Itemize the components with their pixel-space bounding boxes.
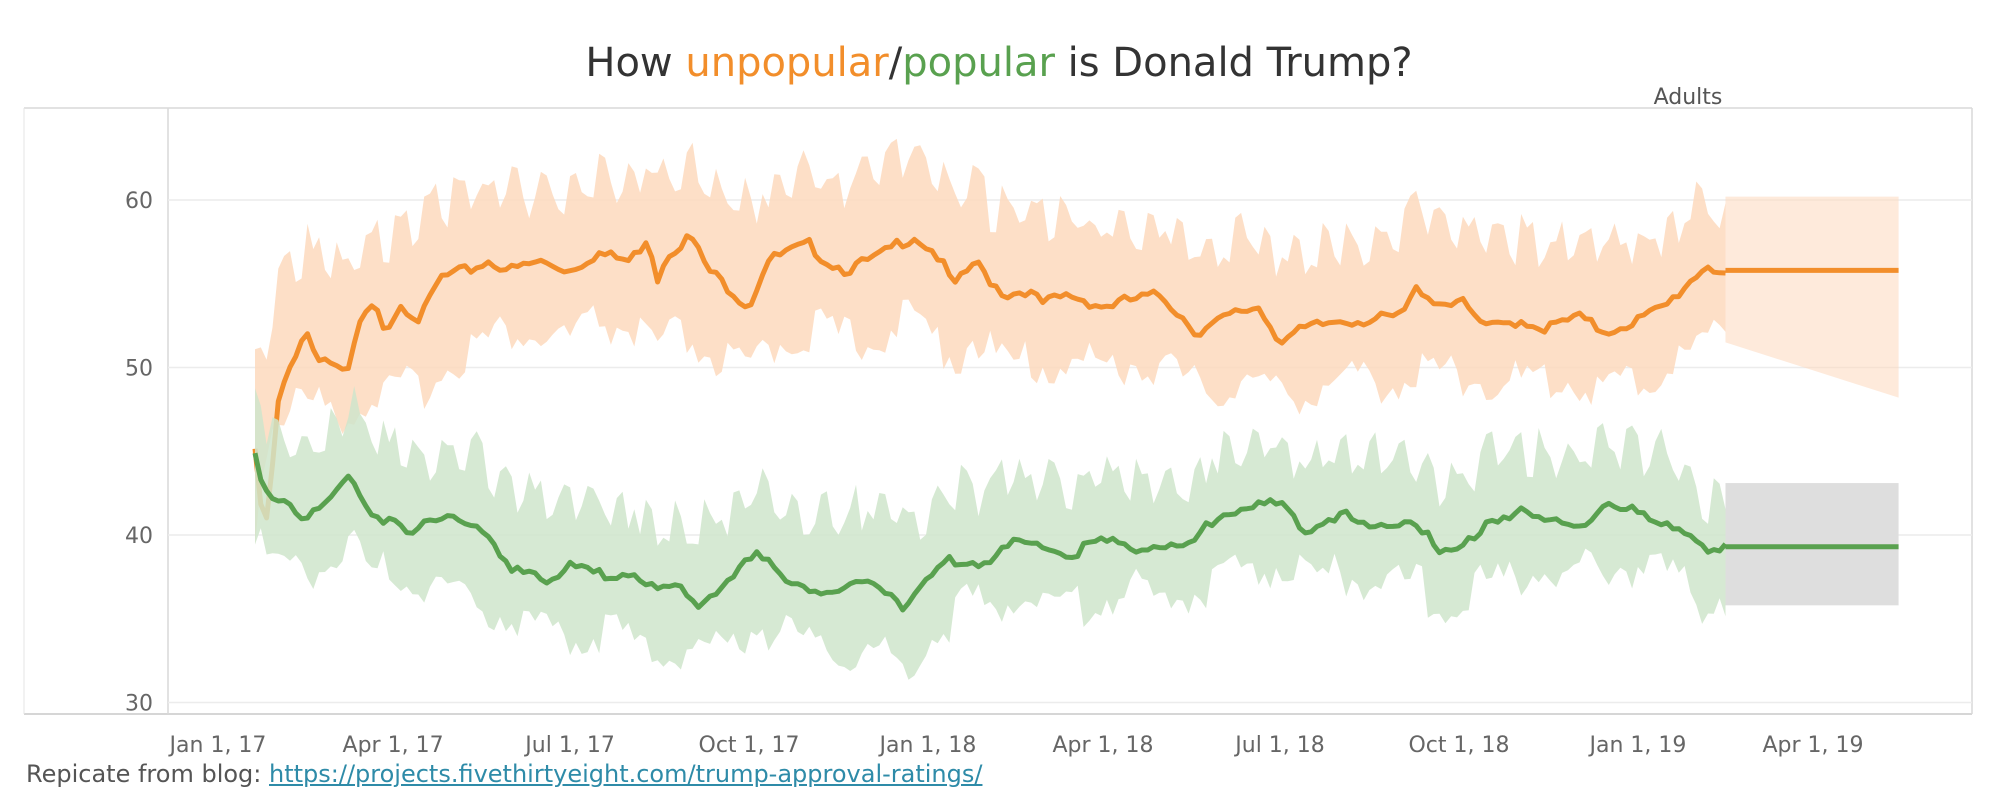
forecast-band-popular	[1725, 483, 1898, 605]
x-tick-label: Jul 1, 18	[1233, 733, 1325, 758]
y-tick-label: 60	[125, 189, 153, 214]
source-link[interactable]: https://projects.fivethirtyeight.com/tru…	[269, 760, 982, 788]
x-tick-label: Jan 1, 17	[168, 733, 267, 758]
footer-text: Repicate from blog:	[26, 760, 269, 788]
x-tick-label: Jul 1, 17	[523, 733, 615, 758]
y-tick-label: 40	[125, 524, 153, 549]
x-tick-label: Oct 1, 18	[1408, 733, 1509, 758]
band-popular	[255, 386, 1726, 680]
y-tick-label: 50	[125, 357, 153, 382]
x-tick-label: Apr 1, 17	[343, 733, 444, 758]
y-tick-label: 30	[125, 692, 153, 717]
x-tick-label: Apr 1, 18	[1053, 733, 1154, 758]
footer-note: Repicate from blog: https://projects.fiv…	[26, 760, 982, 788]
panel-label: Adults	[1654, 85, 1723, 110]
x-tick-label: Apr 1, 19	[1762, 733, 1863, 758]
x-tick-label: Jan 1, 18	[878, 733, 977, 758]
x-tick-label: Oct 1, 17	[699, 733, 800, 758]
x-tick-label: Jan 1, 19	[1587, 733, 1686, 758]
